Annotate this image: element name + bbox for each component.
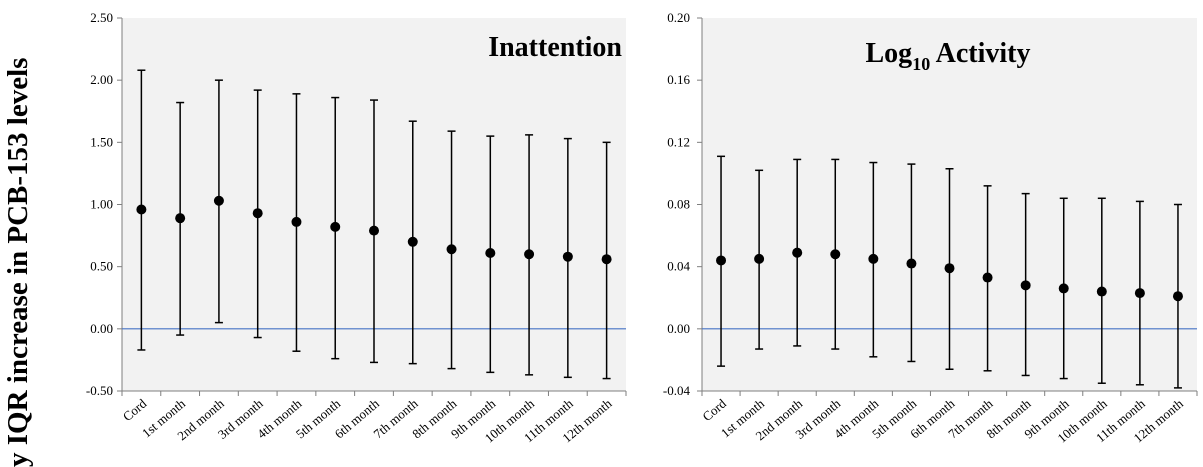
y-tick-label: 0.00 xyxy=(90,321,113,336)
y-tick-label: 0.50 xyxy=(90,259,113,274)
data-point xyxy=(1134,288,1145,299)
data-point xyxy=(407,236,418,247)
data-point xyxy=(754,253,765,264)
y-tick-label: 0.16 xyxy=(667,72,690,87)
data-point xyxy=(369,225,379,236)
data-point xyxy=(446,244,457,255)
data-point xyxy=(1020,280,1031,291)
y-tick-label: 0.04 xyxy=(667,259,690,274)
x-tick-label: Cord xyxy=(699,395,729,424)
data-point xyxy=(944,263,955,274)
data-point xyxy=(1058,283,1069,294)
data-point xyxy=(175,213,186,224)
y-tick-label: 0.00 xyxy=(667,321,690,336)
x-tick-label: Cord xyxy=(120,395,150,424)
data-point xyxy=(330,221,341,232)
data-point xyxy=(291,216,302,227)
data-point xyxy=(524,249,535,260)
data-point xyxy=(1172,291,1183,302)
y-tick-label: 0.08 xyxy=(667,197,690,212)
data-point xyxy=(136,204,147,215)
data-point xyxy=(485,247,496,258)
data-point xyxy=(252,208,263,219)
chart-title: Log10 Activity xyxy=(866,38,1031,74)
chart-title: Inattention xyxy=(488,32,622,63)
y-tick-label: 2.50 xyxy=(90,10,113,25)
y-tick-label: 0.12 xyxy=(667,134,690,149)
data-point xyxy=(830,249,841,260)
data-point xyxy=(868,253,879,264)
y-tick-label: 2.00 xyxy=(90,72,113,87)
data-point xyxy=(906,258,917,269)
data-point xyxy=(562,251,573,262)
data-point xyxy=(1096,286,1107,297)
data-point xyxy=(982,272,993,283)
data-point xyxy=(716,255,727,266)
data-point xyxy=(792,247,803,258)
y-tick-label: -0.04 xyxy=(663,383,691,398)
y-tick-label: 0.20 xyxy=(667,10,690,25)
y-tick-label: 1.00 xyxy=(90,197,113,212)
y-tick-label: 1.50 xyxy=(90,134,113,149)
y-tick-label: -0.50 xyxy=(86,383,113,398)
data-point xyxy=(213,195,224,206)
data-point xyxy=(601,254,612,265)
